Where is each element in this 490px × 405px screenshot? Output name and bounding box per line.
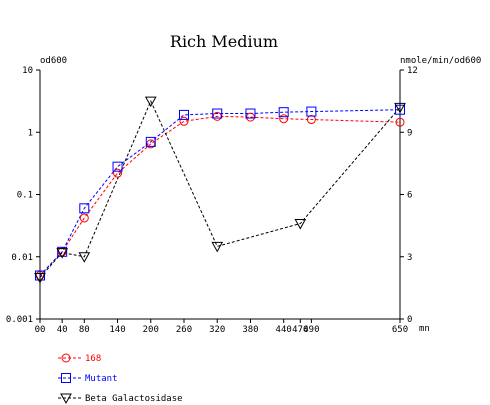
y-left-axis-label: od600 bbox=[40, 56, 67, 66]
data-point-mutant bbox=[145, 136, 156, 147]
data-point-168 bbox=[306, 115, 316, 125]
data-point-beta-galactosidase bbox=[78, 252, 91, 263]
data-point-beta-galactosidase bbox=[144, 96, 157, 108]
data-point-mutant bbox=[395, 104, 405, 115]
x-axis-unit-label: mn bbox=[419, 324, 430, 334]
x-tick-label: 80 bbox=[79, 325, 90, 335]
legend-marker-mutant bbox=[61, 373, 71, 383]
y-left-tick-label: 0.001 bbox=[6, 315, 33, 325]
y-right-axis-label: nmole/min/od600 bbox=[400, 56, 481, 66]
data-point-mutant bbox=[79, 203, 90, 214]
data-point-168 bbox=[179, 116, 189, 126]
series-line-168 bbox=[39, 115, 401, 276]
x-tick-label: 380 bbox=[242, 325, 258, 335]
y-right-tick-label: 9 bbox=[407, 128, 412, 138]
legend-marker-168 bbox=[61, 353, 71, 363]
y-left-tick-label: 1 bbox=[28, 128, 33, 138]
y-right-tick-label: 6 bbox=[407, 191, 412, 201]
legend-label-mutant: Mutant bbox=[85, 374, 118, 384]
data-point-mutant bbox=[35, 270, 45, 281]
legend-marker-beta-galactosidase bbox=[60, 393, 72, 405]
series-line-mutant bbox=[39, 109, 401, 276]
y-right-tick-label: 3 bbox=[407, 253, 412, 263]
data-point-mutant bbox=[112, 161, 123, 172]
x-tick-label: 260 bbox=[176, 325, 192, 335]
series-markers-layer bbox=[34, 96, 406, 284]
data-point-mutant bbox=[57, 246, 68, 257]
x-tick-label: 00 bbox=[35, 325, 46, 335]
data-point-mutant bbox=[212, 108, 223, 119]
data-point-mutant bbox=[179, 109, 189, 120]
x-tick-label: 650 bbox=[392, 325, 408, 335]
data-point-beta-galactosidase bbox=[294, 219, 307, 230]
data-point-168 bbox=[113, 168, 123, 178]
x-tick-label: 320 bbox=[209, 325, 225, 335]
data-point-mutant bbox=[245, 108, 256, 119]
x-tick-label: 40 bbox=[57, 325, 68, 335]
y-left-tick-label: 0.1 bbox=[17, 191, 33, 201]
x-tick-label: 200 bbox=[143, 325, 159, 335]
ticks-layer: 0.001 0.01 0.1 1 10 0 3 6 9 12 00 40 80 140 200 260 320 3… bbox=[6, 66, 418, 335]
series-line-beta-galactosidase bbox=[39, 99, 401, 278]
y-right-tick-label: 0 bbox=[407, 315, 412, 325]
data-point-beta-galactosidase bbox=[394, 102, 406, 114]
x-tick-label: 490 bbox=[303, 325, 319, 335]
data-point-168 bbox=[79, 213, 89, 223]
data-point-beta-galactosidase bbox=[211, 241, 224, 253]
data-point-mutant bbox=[306, 106, 317, 117]
chart-title: Rich Medium bbox=[170, 32, 278, 51]
x-tick-label: 470 bbox=[292, 325, 308, 335]
data-point-168 bbox=[279, 114, 289, 124]
legend-label-beta-galactosidase: Beta Galactosidase bbox=[85, 394, 183, 404]
x-tick-label: 440 bbox=[276, 325, 292, 335]
data-point-mutant bbox=[278, 107, 289, 118]
data-point-168 bbox=[395, 117, 405, 127]
data-point-beta-galactosidase bbox=[34, 273, 46, 284]
legend-label-168: 168 bbox=[85, 354, 101, 364]
y-right-tick-label: 12 bbox=[407, 66, 418, 76]
x-tick-label: 140 bbox=[109, 325, 125, 335]
legend: 168 Mutant Beta Galactosidase bbox=[58, 353, 183, 405]
y-left-tick-label: 10 bbox=[22, 66, 33, 76]
data-point-beta-galactosidase bbox=[56, 248, 69, 259]
series-lines-layer bbox=[39, 99, 401, 278]
y-left-tick-label: 0.01 bbox=[11, 253, 33, 263]
